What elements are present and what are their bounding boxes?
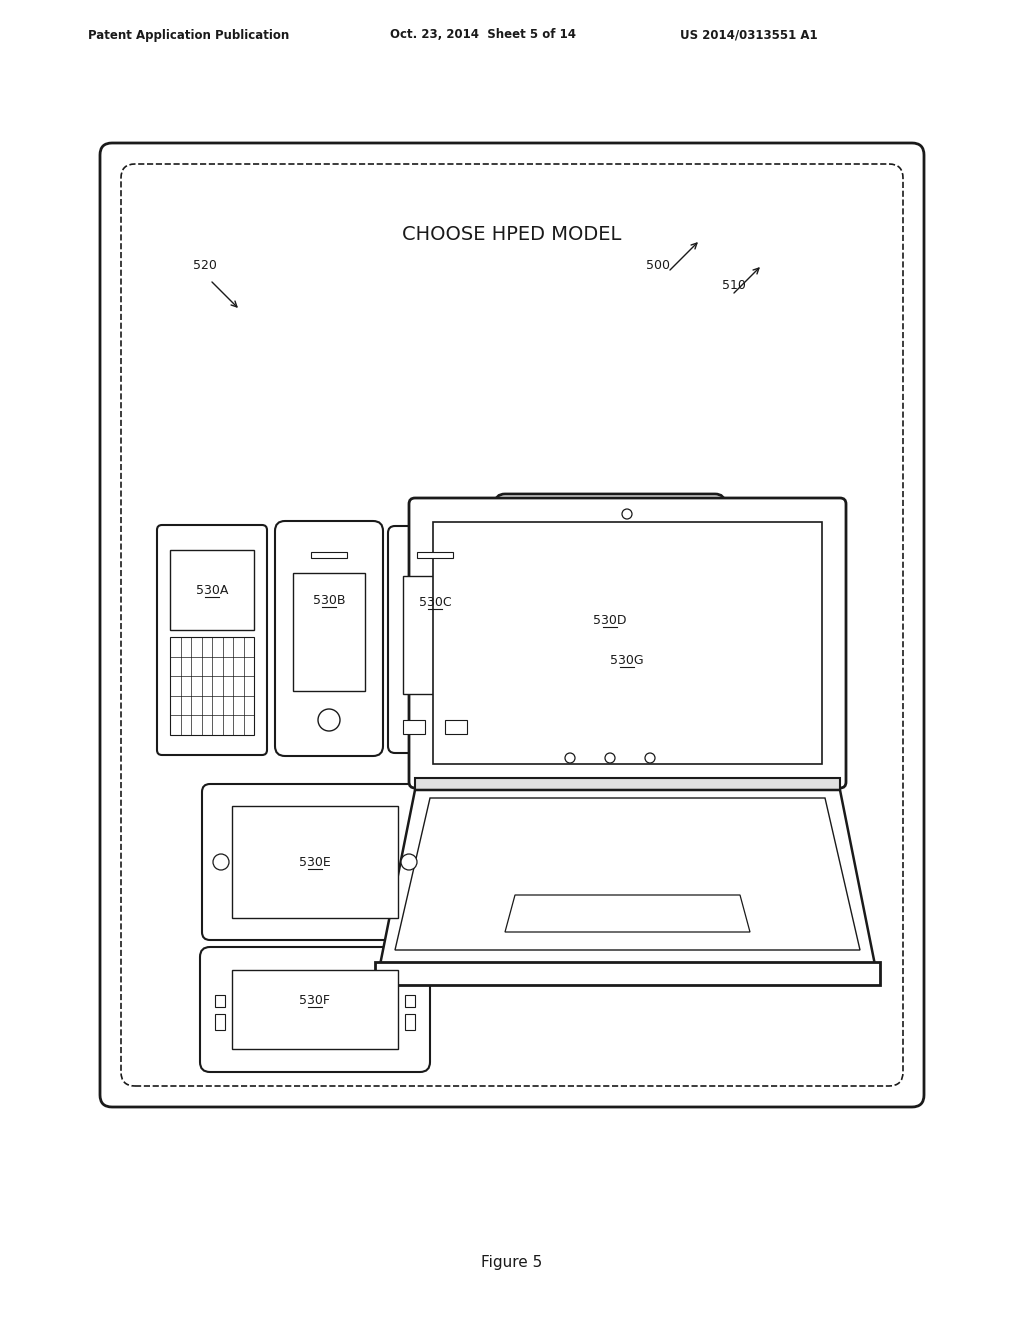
- Text: Patent Application Publication: Patent Application Publication: [88, 29, 289, 41]
- Circle shape: [622, 510, 632, 519]
- Bar: [403, 576, 467, 694]
- Bar: [406, 1014, 415, 1030]
- FancyBboxPatch shape: [388, 525, 482, 752]
- FancyBboxPatch shape: [409, 498, 846, 788]
- Text: Figure 5: Figure 5: [481, 1254, 543, 1270]
- Circle shape: [565, 752, 575, 763]
- FancyBboxPatch shape: [202, 784, 428, 940]
- Text: 530D: 530D: [593, 614, 627, 627]
- Bar: [403, 719, 425, 734]
- Bar: [232, 970, 398, 1049]
- Circle shape: [605, 752, 615, 763]
- Text: 530C: 530C: [419, 595, 452, 609]
- FancyBboxPatch shape: [157, 525, 267, 755]
- Text: CHOOSE HPED MODEL: CHOOSE HPED MODEL: [402, 226, 622, 244]
- Polygon shape: [505, 895, 750, 932]
- FancyBboxPatch shape: [121, 164, 903, 1086]
- Circle shape: [213, 854, 229, 870]
- Bar: [232, 807, 398, 917]
- FancyBboxPatch shape: [200, 946, 430, 1072]
- Bar: [170, 638, 254, 735]
- Text: 530B: 530B: [312, 594, 345, 606]
- Bar: [215, 1014, 225, 1030]
- Bar: [311, 552, 347, 558]
- Text: Oct. 23, 2014  Sheet 5 of 14: Oct. 23, 2014 Sheet 5 of 14: [390, 29, 575, 41]
- Polygon shape: [380, 789, 874, 965]
- Bar: [415, 777, 840, 789]
- Text: 520: 520: [194, 259, 217, 272]
- Bar: [215, 995, 225, 1007]
- FancyBboxPatch shape: [275, 521, 383, 756]
- Text: 530F: 530F: [299, 994, 331, 1006]
- Bar: [417, 552, 453, 558]
- Polygon shape: [375, 962, 880, 985]
- Bar: [170, 550, 254, 630]
- FancyBboxPatch shape: [495, 494, 725, 781]
- Bar: [293, 573, 365, 690]
- Bar: [445, 719, 467, 734]
- Text: 510: 510: [722, 279, 745, 292]
- Text: 530G: 530G: [610, 653, 644, 667]
- Circle shape: [645, 752, 655, 763]
- FancyBboxPatch shape: [100, 143, 924, 1107]
- Text: 530A: 530A: [196, 583, 228, 597]
- Text: 530E: 530E: [299, 855, 331, 869]
- Bar: [433, 521, 822, 764]
- Polygon shape: [395, 799, 860, 950]
- Bar: [406, 995, 415, 1007]
- Bar: [525, 525, 695, 744]
- Circle shape: [318, 709, 340, 731]
- Text: 500: 500: [646, 259, 670, 272]
- Circle shape: [401, 854, 417, 870]
- Text: US 2014/0313551 A1: US 2014/0313551 A1: [680, 29, 817, 41]
